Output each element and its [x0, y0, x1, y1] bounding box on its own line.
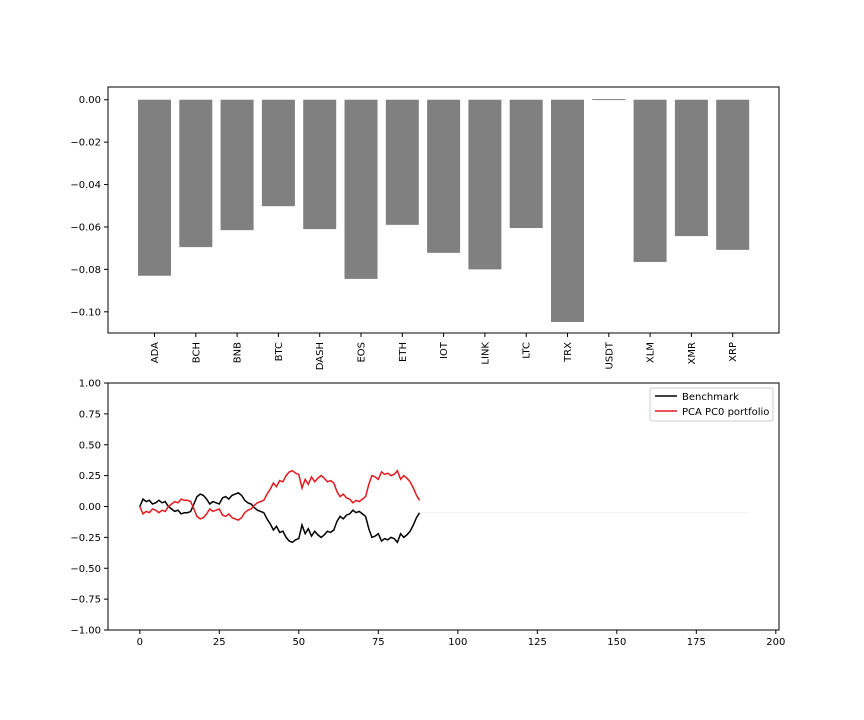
legend-box [649, 387, 774, 422]
x-tick-label: ETH [398, 342, 409, 362]
y-tick-label: −0.25 [70, 533, 101, 544]
y-tick-label: 0.25 [79, 471, 101, 482]
x-tick-label: TRX [563, 342, 574, 363]
y-tick-label: −1.00 [70, 626, 101, 637]
x-tick-label: 175 [687, 637, 706, 648]
bar-usdt [592, 99, 626, 101]
y-tick-label: −0.02 [70, 138, 101, 149]
x-tick-label: XLM [646, 342, 657, 363]
y-tick-label: 0.75 [79, 409, 101, 420]
series-line-benchmark [139, 492, 421, 544]
x-tick-label: EOS [357, 342, 368, 363]
bar-y-ticks: 0.00 −0.02 −0.04 −0.06 −0.08 −0.10 [70, 95, 108, 318]
y-tick-label: −0.08 [70, 265, 101, 276]
legend: Benchmark PCA PC0 portfolio [649, 387, 774, 422]
bar-eos [344, 99, 378, 279]
x-tick-label: 50 [292, 637, 305, 648]
bar-xlm [633, 99, 667, 262]
legend-label-pca: PCA PC0 portfolio [682, 407, 769, 418]
bar-iot [427, 99, 461, 253]
line-plot-frame [107, 382, 780, 631]
x-tick-label: IOT [439, 341, 450, 359]
legend-label-benchmark: Benchmark [682, 392, 739, 403]
bar-x-ticks: ADA BCH BNB BTC DASH EOS ETH IOT LINK LTC TRX USDT X… [150, 333, 739, 370]
x-tick-label: 150 [607, 637, 626, 648]
x-tick-label: USDT [604, 341, 615, 369]
bar-btc [261, 99, 295, 207]
bar-xrp [716, 99, 750, 250]
bar-bnb [220, 99, 254, 231]
y-tick-label: −0.10 [70, 307, 101, 318]
x-tick-label: 100 [448, 637, 467, 648]
bar-ada [138, 99, 171, 276]
bar-dash [303, 99, 337, 230]
y-tick-label: 0.50 [79, 440, 101, 451]
series-lines [139, 469, 748, 544]
y-tick-label: −0.04 [70, 180, 101, 191]
y-tick-label: −0.50 [70, 564, 101, 575]
x-tick-label: 75 [372, 637, 385, 648]
y-tick-label: 0.00 [79, 95, 101, 106]
x-tick-label: 25 [213, 637, 226, 648]
x-tick-label: ADA [150, 342, 161, 363]
bar-link [468, 99, 502, 270]
y-tick-label: −0.06 [70, 222, 101, 233]
series-line-pca-pc0-portfolio [139, 469, 421, 521]
y-tick-label: −0.75 [70, 595, 101, 606]
bar-ltc [509, 99, 543, 229]
y-tick-label: 1.00 [79, 379, 101, 390]
x-tick-label: DASH [315, 342, 326, 370]
x-tick-label: XMR [687, 342, 698, 364]
line-chart: 1.00 0.75 0.50 0.25 0.00 −0.25 −0.50 −0.75 −1.00… [70, 379, 785, 649]
x-tick-label: LINK [480, 342, 491, 365]
bar-trx [551, 99, 584, 322]
line-x-ticks: 0 25 50 75 100 125 150 175 200 [137, 630, 785, 648]
x-tick-label: BCH [191, 342, 202, 363]
bar-bch [179, 99, 213, 248]
x-tick-label: 200 [766, 637, 785, 648]
bars [138, 99, 750, 322]
bar-xmr [674, 99, 708, 237]
bar-eth [385, 99, 419, 225]
line-y-ticks: 1.00 0.75 0.50 0.25 0.00 −0.25 −0.50 −0.75 −1.00 [70, 379, 108, 637]
x-tick-label: XRP [728, 342, 739, 362]
x-tick-label: 0 [137, 637, 143, 648]
x-tick-label: BTC [274, 342, 285, 361]
bar-chart: 0.00 −0.02 −0.04 −0.06 −0.08 −0.10 ADA BCH BNB B… [70, 86, 780, 370]
x-tick-label: LTC [522, 342, 533, 359]
x-tick-label: 125 [528, 637, 547, 648]
x-tick-label: BNB [233, 342, 244, 363]
y-tick-label: 0.00 [79, 502, 101, 513]
